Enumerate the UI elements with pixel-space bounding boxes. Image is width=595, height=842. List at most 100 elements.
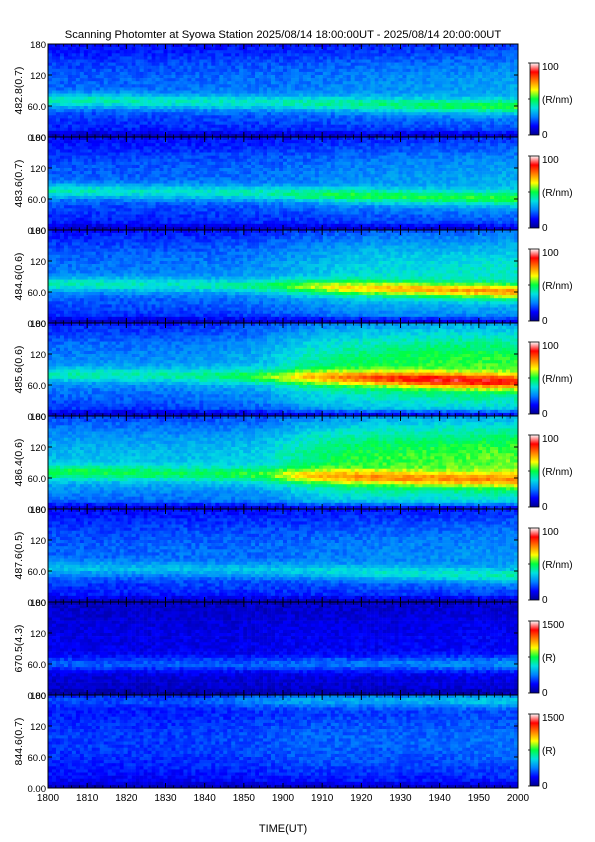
colorbar-unit-label: (R/nm) bbox=[542, 467, 573, 478]
colorbar bbox=[529, 713, 540, 787]
y-tick-label: 60.0 bbox=[28, 381, 47, 392]
panel-4: 0.00 60.0 120 180 485.6(0.6) 100 (R/nm) 0 bbox=[13, 319, 573, 423]
x-tick-label: 1910 bbox=[311, 793, 334, 804]
x-tick-label: 1830 bbox=[154, 793, 177, 804]
chart-title: Scanning Photomter at Syowa Station 2025… bbox=[65, 29, 502, 41]
x-axis-label: TIME(UT) bbox=[259, 823, 307, 835]
panel-5: 0.00 60.0 120 180 486.4(0.6) 100 (R/nm) 0 bbox=[13, 412, 573, 516]
y-tick-label: 120 bbox=[30, 443, 46, 454]
panel-3: 0.00 60.0 120 180 484.6(0.6) 100 (R/nm) 0 bbox=[13, 226, 573, 330]
y-tick-label: 0.00 bbox=[28, 412, 47, 423]
colorbar-unit-label: (R/nm) bbox=[542, 560, 573, 571]
panel-7: 0.00 60.0 120 180 670.5(4.3) 1500 (R) 0 bbox=[13, 598, 565, 702]
x-tick-label: 1940 bbox=[429, 793, 452, 804]
colorbar bbox=[529, 155, 540, 229]
y-tick-label: 180 bbox=[30, 319, 46, 330]
x-tick-label: 1850 bbox=[233, 793, 256, 804]
x-tick-label: 2000 bbox=[507, 793, 530, 804]
y-tick-label: 120 bbox=[30, 722, 46, 733]
colorbar-unit-label: (R) bbox=[542, 653, 556, 664]
colorbar-min-label: 0 bbox=[542, 502, 548, 513]
panel-ylabel: 482.8(0.7) bbox=[13, 67, 25, 115]
y-tick-label: 0.00 bbox=[28, 133, 47, 144]
y-tick-label: 60.0 bbox=[28, 288, 47, 299]
panel-heatmap bbox=[48, 230, 519, 324]
y-tick-label: 180 bbox=[30, 226, 46, 237]
panel-6: 0.00 60.0 120 180 487.6(0.5) 100 (R/nm) 0 bbox=[13, 505, 573, 609]
panels-layer: 0.00 60.0 120 180 482.8(0.7) 100 (R/nm) 0 0.00 60… bbox=[13, 40, 573, 795]
panel-ylabel: 844.6(0.7) bbox=[13, 718, 25, 766]
colorbar-max-label: 1500 bbox=[542, 713, 565, 724]
colorbar-max-label: 100 bbox=[542, 527, 559, 538]
colorbar-max-label: 100 bbox=[542, 62, 559, 73]
x-tick-label: 1950 bbox=[468, 793, 491, 804]
y-tick-label: 180 bbox=[30, 691, 46, 702]
panel-ylabel: 485.6(0.6) bbox=[13, 346, 25, 394]
colorbar bbox=[529, 620, 540, 694]
panel-ylabel: 486.4(0.6) bbox=[13, 439, 25, 487]
x-tick-label: 1840 bbox=[194, 793, 217, 804]
colorbar-min-label: 0 bbox=[542, 223, 548, 234]
colorbar-min-label: 0 bbox=[542, 130, 548, 141]
y-tick-label: 120 bbox=[30, 629, 46, 640]
panel-heatmap bbox=[48, 44, 519, 138]
y-tick-label: 60.0 bbox=[28, 102, 47, 113]
colorbar bbox=[529, 527, 540, 601]
colorbar-unit-label: (R/nm) bbox=[542, 374, 573, 385]
colorbar-max-label: 1500 bbox=[542, 620, 565, 631]
x-tick-label: 1820 bbox=[115, 793, 138, 804]
y-tick-label: 180 bbox=[30, 412, 46, 423]
colorbar bbox=[529, 341, 540, 415]
panel-8: 0.00 60.0 120 180 844.6(0.7) 1500 (R) 0 bbox=[13, 691, 565, 795]
y-tick-label: 120 bbox=[30, 257, 46, 268]
colorbar-max-label: 100 bbox=[542, 341, 559, 352]
colorbar bbox=[529, 434, 540, 508]
y-tick-label: 120 bbox=[30, 350, 46, 361]
colorbar-unit-label: (R/nm) bbox=[542, 281, 573, 292]
x-axis: 1800 1810 1820 1830 1840 1850 1900 1910 1920 1930… bbox=[37, 793, 530, 804]
y-tick-label: 60.0 bbox=[28, 474, 47, 485]
panel-ylabel: 487.6(0.5) bbox=[13, 532, 25, 580]
y-tick-label: 180 bbox=[30, 598, 46, 609]
y-tick-label: 120 bbox=[30, 71, 46, 82]
colorbar-min-label: 0 bbox=[542, 595, 548, 606]
y-tick-label: 0.00 bbox=[28, 226, 47, 237]
colorbar-min-label: 0 bbox=[542, 781, 548, 792]
y-tick-label: 0.00 bbox=[28, 319, 47, 330]
panel-heatmap bbox=[48, 137, 519, 231]
x-tick-label: 1930 bbox=[389, 793, 412, 804]
panel-2: 0.00 60.0 120 180 483.6(0.7) 100 (R/nm) 0 bbox=[13, 133, 573, 237]
colorbar-max-label: 100 bbox=[542, 434, 559, 445]
y-tick-label: 0.00 bbox=[28, 505, 47, 516]
y-tick-label: 180 bbox=[30, 40, 46, 51]
colorbar bbox=[529, 62, 540, 136]
colorbar bbox=[529, 248, 540, 322]
colorbar-unit-label: (R/nm) bbox=[542, 95, 573, 106]
colorbar-unit-label: (R) bbox=[542, 746, 556, 757]
y-tick-label: 60.0 bbox=[28, 567, 47, 578]
x-tick-label: 1800 bbox=[37, 793, 60, 804]
panel-heatmap bbox=[48, 416, 519, 510]
colorbar-unit-label: (R/nm) bbox=[542, 188, 573, 199]
y-tick-label: 120 bbox=[30, 536, 46, 547]
y-tick-label: 120 bbox=[30, 164, 46, 175]
panel-ylabel: 670.5(4.3) bbox=[13, 625, 25, 673]
panel-ylabel: 483.6(0.7) bbox=[13, 160, 25, 208]
panel-ylabel: 484.6(0.6) bbox=[13, 253, 25, 301]
panel-heatmap bbox=[48, 509, 519, 603]
y-tick-label: 60.0 bbox=[28, 753, 47, 764]
y-tick-label: 180 bbox=[30, 505, 46, 516]
colorbar-max-label: 100 bbox=[542, 155, 559, 166]
y-tick-label: 0.00 bbox=[28, 691, 47, 702]
x-tick-label: 1900 bbox=[272, 793, 295, 804]
panel-heatmap bbox=[48, 323, 519, 417]
y-tick-label: 60.0 bbox=[28, 195, 47, 206]
y-tick-label: 60.0 bbox=[28, 660, 47, 671]
x-tick-label: 1810 bbox=[76, 793, 99, 804]
colorbar-max-label: 100 bbox=[542, 248, 559, 259]
x-tick-label: 1920 bbox=[350, 793, 373, 804]
panel-heatmap bbox=[48, 695, 519, 789]
colorbar-min-label: 0 bbox=[542, 688, 548, 699]
y-tick-label: 180 bbox=[30, 133, 46, 144]
